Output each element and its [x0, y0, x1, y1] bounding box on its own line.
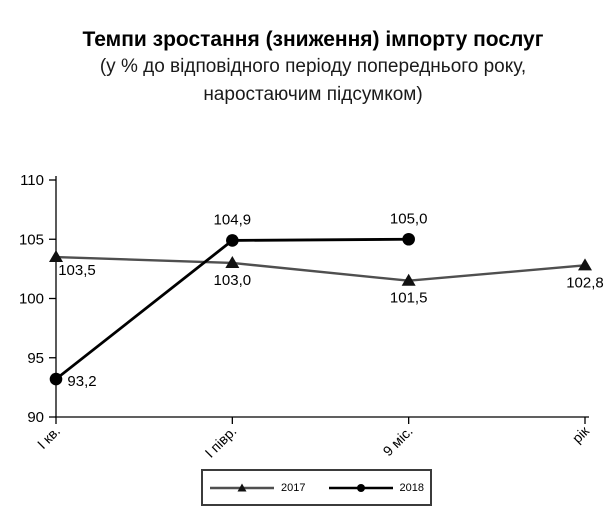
- legend-circle-line-icon: [328, 483, 393, 492]
- data-label: 102,8: [566, 274, 604, 291]
- y-tick-label: 90: [27, 409, 44, 426]
- marker-triangle: [578, 258, 592, 271]
- chart-header: Темпи зростання (зниження) імпорту послу…: [12, 26, 614, 109]
- y-tick-label: 100: [19, 291, 44, 308]
- x-tick-label: І півр.: [202, 423, 240, 461]
- chart-subtitle-line2: наростаючим підсумком): [203, 84, 423, 105]
- legend-marker-circle: [356, 483, 365, 492]
- data-label: 101,5: [390, 290, 428, 307]
- legend-marker-triangle: [237, 483, 247, 491]
- chart-legend: 2017 2018: [201, 469, 432, 506]
- marker-triangle: [401, 273, 416, 286]
- marker-circle: [226, 234, 239, 247]
- data-label: 103,5: [58, 262, 96, 279]
- data-label: 104,9: [214, 211, 252, 228]
- marker-triangle: [225, 255, 240, 268]
- x-tick-label: рік: [569, 422, 593, 446]
- data-label: 103,0: [214, 272, 252, 289]
- x-tick-label: 9 міс.: [380, 423, 416, 459]
- data-label: 93,2: [67, 373, 96, 390]
- legend-item-2018: 2018: [328, 481, 424, 495]
- y-tick-label: 105: [19, 231, 44, 248]
- series-2017: [49, 250, 592, 286]
- legend-item-2017: 2017: [209, 481, 306, 495]
- data-label: 105,0: [390, 210, 428, 227]
- marker-triangle: [49, 250, 63, 263]
- legend-label-2017: 2017: [281, 481, 306, 494]
- chart-subtitle-line1: (у % до відповідного періоду попередньог…: [99, 56, 527, 77]
- legend-label-2018: 2018: [399, 481, 424, 494]
- chart-title: Темпи зростання (зниження) імпорту послу…: [82, 28, 544, 51]
- marker-circle: [49, 372, 63, 386]
- y-tick-label: 110: [20, 172, 44, 189]
- marker-circle: [402, 232, 415, 246]
- series-line-2017: [55, 255, 586, 282]
- y-tick-label: 95: [27, 350, 44, 367]
- legend-triangle-line-icon: [210, 483, 275, 491]
- series-2018: [49, 232, 415, 386]
- x-tick-label: І кв.: [34, 423, 63, 452]
